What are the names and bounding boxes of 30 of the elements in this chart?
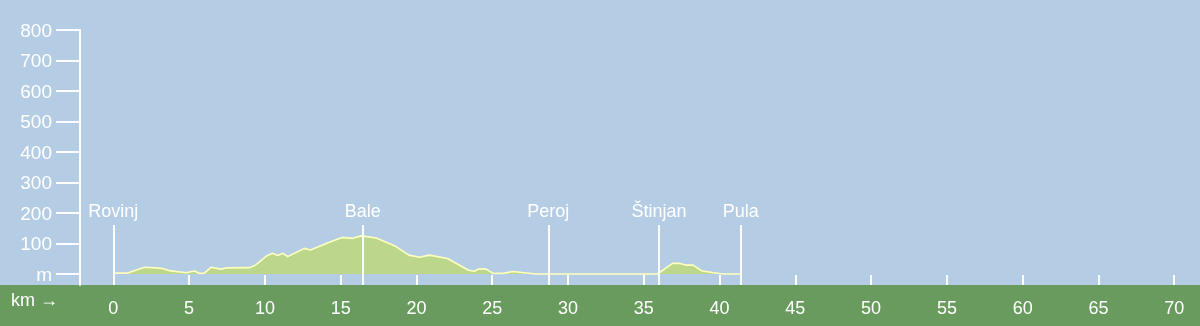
x-tick-label: 25: [482, 298, 503, 318]
x-tick-label: 10: [254, 298, 275, 318]
x-tick-label: 35: [633, 298, 654, 318]
x-tick-label: 50: [861, 298, 882, 318]
x-tick-label: 65: [1088, 298, 1109, 318]
ref-line-label: Peroj: [527, 201, 570, 222]
x-tick-label: 5: [184, 298, 195, 318]
y-tick-label: 300: [20, 172, 52, 194]
y-tick-label: 500: [20, 111, 52, 133]
x-tick-label: 45: [785, 298, 806, 318]
y-tick-label: 700: [20, 50, 52, 71]
x-tick-label: 15: [330, 298, 351, 318]
x-tick-label: 60: [1012, 298, 1033, 318]
y-tick-label: 600: [20, 80, 52, 102]
x-tick-label: 70: [1164, 298, 1185, 318]
y-tick-label: 800: [20, 19, 52, 41]
x-tick-label: 30: [558, 298, 579, 318]
x-tick-label: 55: [936, 298, 957, 318]
ref-line-label: Pula: [722, 201, 760, 222]
ref-line-label: Rovinj: [88, 201, 139, 222]
x-tick-label: 0: [108, 298, 119, 318]
x-tick-label: 20: [406, 298, 427, 318]
x-axis-title: km →: [11, 290, 58, 310]
y-tick-label: m: [36, 263, 52, 285]
ref-line-label: Štinjan: [631, 200, 687, 222]
y-tick-label: 400: [20, 141, 52, 163]
ref-line-label: Bale: [344, 201, 381, 222]
y-tick-label: 100: [20, 233, 52, 255]
x-tick-label: 40: [709, 298, 730, 318]
y-tick-label: 200: [20, 202, 52, 224]
